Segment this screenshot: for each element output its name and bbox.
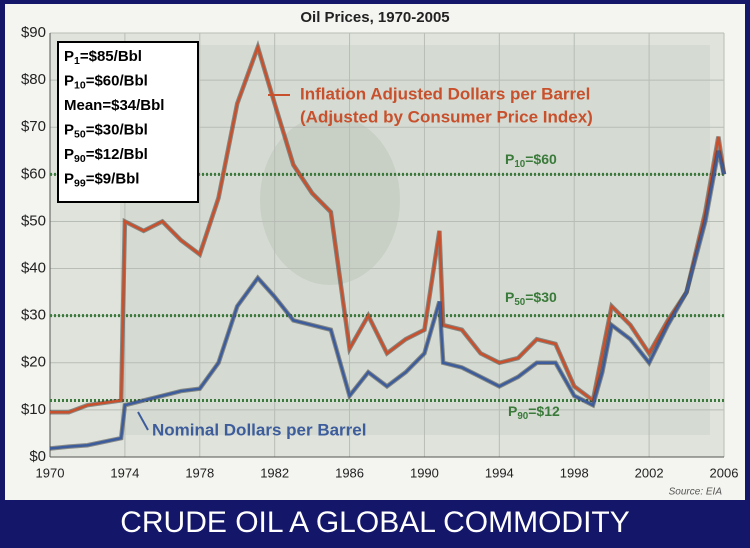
stat-line-subscript: 10 — [74, 79, 86, 91]
stat-line-subscript: 90 — [74, 153, 86, 165]
banknote — [120, 45, 710, 435]
reference-label: P50=$30 — [505, 289, 557, 308]
stat-line-symbol: P — [64, 146, 74, 163]
stat-line: P50=$30/Bbl — [64, 121, 148, 140]
stat-line-subscript: 1 — [74, 55, 80, 67]
stats-box — [57, 41, 199, 203]
series-line — [50, 43, 726, 414]
stat-line-subscript: 99 — [74, 177, 86, 189]
x-tick-label: 1982 — [260, 465, 289, 480]
reference-label-value: =$12 — [528, 403, 560, 419]
stat-line-value: =$85/Bbl — [80, 48, 142, 65]
reference-label-subscript: 10 — [514, 159, 525, 170]
stat-line-symbol: Mean — [64, 97, 102, 114]
stat-line-value: =$12/Bbl — [86, 146, 148, 163]
stat-line: P99=$9/Bbl — [64, 170, 139, 189]
y-tick-label: $70 — [21, 118, 46, 135]
x-tick-label: 1970 — [36, 465, 65, 480]
y-tick-label: $90 — [21, 24, 46, 41]
stat-line-symbol: P — [64, 121, 74, 138]
reference-label-symbol: P — [505, 289, 514, 305]
reference-label-value: =$60 — [525, 151, 557, 167]
series-line — [49, 150, 726, 450]
y-tick-label: $20 — [21, 354, 46, 371]
y-tick-label: $50 — [21, 212, 46, 229]
callout — [137, 411, 149, 431]
stat-line-symbol: P — [64, 170, 74, 187]
y-tick-label: $60 — [21, 165, 46, 182]
x-tick-label: 1974 — [110, 465, 139, 480]
stat-line-symbol: P — [64, 72, 74, 89]
stat-line: Mean=$34/Bbl — [64, 97, 164, 114]
banknote-portrait — [260, 115, 400, 285]
stat-line-value: =$9/Bbl — [86, 170, 140, 187]
x-tick-label: 2002 — [635, 465, 664, 480]
chart-title: Oil Prices, 1970-2005 — [300, 9, 449, 26]
reference-label: P90=$12 — [508, 403, 560, 422]
reference-label-subscript: 90 — [517, 411, 528, 422]
y-tick-label: $10 — [21, 401, 46, 418]
stat-line: P90=$12/Bbl — [64, 146, 148, 165]
y-tick-label: $0 — [29, 448, 46, 465]
stat-line: P1=$85/Bbl — [64, 48, 142, 67]
stat-line-symbol: P — [64, 48, 74, 65]
series-label: Nominal Dollars per Barrel — [152, 420, 366, 439]
y-tick-label: $80 — [21, 71, 46, 88]
stat-line-value: =$60/Bbl — [86, 72, 148, 89]
reference-label-value: =$30 — [525, 289, 557, 305]
x-tick-label: 1994 — [485, 465, 514, 480]
reference-label-symbol: P — [508, 403, 517, 419]
series-note: (Adjusted by Consumer Price Index) — [300, 107, 593, 126]
reference-label: P10=$60 — [505, 151, 557, 170]
x-tick-label: 1978 — [185, 465, 214, 480]
reference-label-symbol: P — [505, 151, 514, 167]
reference-label-subscript: 50 — [514, 297, 525, 308]
x-tick-label: 1986 — [335, 465, 364, 480]
x-tick-label: 2006 — [710, 465, 739, 480]
stat-line-value: =$34/Bbl — [102, 97, 164, 114]
x-tick-label: 1990 — [410, 465, 439, 480]
x-tick-label: 1998 — [560, 465, 589, 480]
stat-line-value: =$30/Bbl — [86, 121, 148, 138]
y-tick-label: $40 — [21, 260, 46, 277]
source: Source: EIA — [669, 487, 723, 498]
series-label: Inflation Adjusted Dollars per Barrel — [300, 84, 590, 103]
stat-line: P10=$60/Bbl — [64, 72, 148, 91]
y-tick-label: $30 — [21, 307, 46, 324]
banner: CRUDE OIL A GLOBAL COMMODITY — [120, 506, 630, 539]
stat-line-subscript: 50 — [74, 128, 86, 140]
